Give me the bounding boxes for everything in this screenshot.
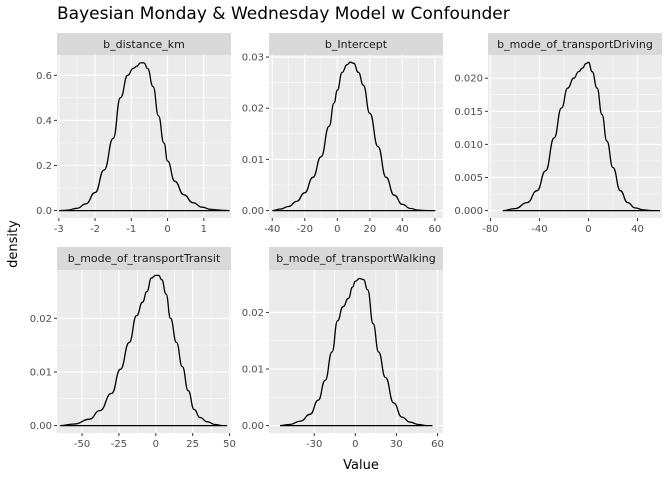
- facet-panel: b_mode_of_transportDriving -80 -40 0 40 0.000…: [454, 33, 662, 235]
- facet-strip-label: b_Intercept: [325, 38, 388, 51]
- x-tick-label: -30: [306, 439, 322, 450]
- chart-title: Bayesian Monday & Wednesday Model w Conf…: [57, 4, 510, 24]
- x-tick-label: 1: [201, 224, 207, 235]
- x-tick-label: -40: [264, 224, 280, 235]
- y-tick-label: 0.00: [30, 421, 52, 432]
- facet-panel: b_distance_km -3 -2 -1 0 1 0.0 0.2 0.4 0.6: [36, 33, 231, 235]
- facet-strip: [269, 247, 443, 270]
- x-tick-label: 60: [429, 224, 442, 235]
- y-tick-label: 0.4: [36, 116, 52, 127]
- density-curve: [272, 61, 436, 212]
- facet-panel: b_Intercept -40 -20 0 20 40 60 0.00 0.01 0.02 0.03: [242, 33, 443, 235]
- y-tick-label: 0.02: [242, 104, 264, 115]
- x-tick-label: 25: [186, 439, 199, 450]
- y-tick-label: 0.01: [242, 155, 264, 166]
- y-tick-label: 0.015: [454, 107, 483, 118]
- panel-background: [269, 270, 443, 433]
- density-curve: [502, 61, 661, 212]
- x-tick-label: 60: [431, 439, 444, 450]
- density-curve: [59, 274, 228, 427]
- y-tick-label: 0.01: [30, 367, 52, 378]
- density-curve: [58, 62, 230, 212]
- x-tick-label: -20: [297, 224, 313, 235]
- x-tick-label: 40: [396, 224, 409, 235]
- x-tick-label: 40: [631, 224, 644, 235]
- x-tick-label: 0: [585, 224, 591, 235]
- y-tick-label: 0.0: [36, 206, 52, 217]
- panel-background: [57, 270, 231, 433]
- facet-strip: [57, 33, 231, 55]
- y-tick-label: 0.020: [454, 74, 483, 85]
- y-tick-label: 0.03: [242, 53, 264, 64]
- x-tick-label: -80: [482, 224, 498, 235]
- panel-background: [269, 55, 443, 218]
- panel-background: [488, 55, 662, 218]
- facet-strip: [57, 247, 231, 270]
- facet-strip-label: b_mode_of_transportWalking: [276, 252, 435, 265]
- facet-strip: [269, 33, 443, 55]
- x-tick-label: -40: [531, 224, 547, 235]
- y-tick-label: 0.000: [454, 206, 483, 217]
- panel-background: [57, 55, 231, 218]
- x-tick-label: 0: [334, 224, 340, 235]
- y-tick-label: 0.2: [36, 161, 52, 172]
- x-tick-label: 30: [390, 439, 403, 450]
- facet-strip-label: b_distance_km: [103, 38, 185, 51]
- facet-panel: b_mode_of_transportWalking -30 0 30 60 0.00 0.…: [242, 247, 444, 450]
- y-tick-label: 0.00: [242, 421, 264, 432]
- y-tick-label: 0.02: [242, 308, 264, 319]
- x-axis-label: Value: [343, 458, 379, 473]
- density-curve: [279, 277, 433, 427]
- x-tick-label: 20: [363, 224, 376, 235]
- facet-strip: [488, 33, 662, 55]
- x-tick-label: -3: [54, 224, 64, 235]
- y-tick-label: 0.02: [30, 314, 52, 325]
- x-tick-label: 0: [352, 439, 358, 450]
- facet-strip-label: b_mode_of_transportDriving: [497, 38, 653, 51]
- facet-strip-label: b_mode_of_transportTransit: [68, 252, 221, 265]
- x-tick-label: -2: [90, 224, 100, 235]
- x-tick-label: 50: [223, 439, 236, 450]
- x-tick-label: -1: [126, 224, 136, 235]
- x-tick-label: 0: [153, 439, 159, 450]
- y-tick-label: 0.010: [454, 140, 483, 151]
- y-axis-label: density: [6, 220, 21, 268]
- x-tick-label: 0: [164, 224, 170, 235]
- y-tick-label: 0.6: [36, 71, 52, 82]
- x-tick-label: -25: [111, 439, 127, 450]
- y-tick-label: 0.00: [242, 206, 264, 217]
- y-tick-label: 0.01: [242, 365, 264, 376]
- y-tick-label: 0.005: [454, 173, 483, 184]
- x-tick-label: -50: [74, 439, 90, 450]
- facet-panel: b_mode_of_transportTransit -50 -25 0 25 50 0.0…: [30, 247, 236, 450]
